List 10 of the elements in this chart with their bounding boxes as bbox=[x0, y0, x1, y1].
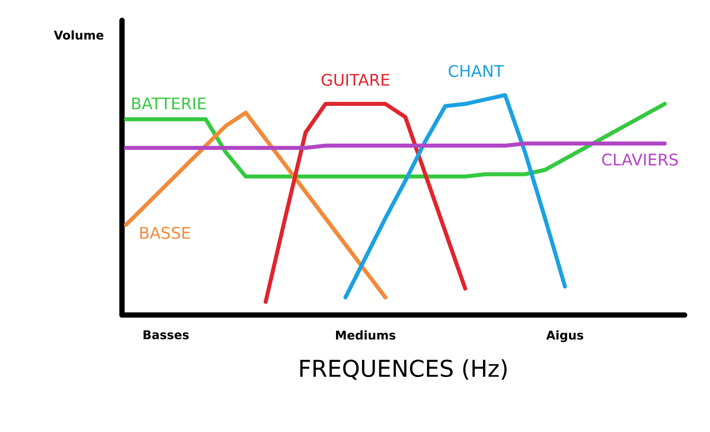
series-label: GUITARE bbox=[322, 74, 390, 86]
series-label: BASSE bbox=[140, 226, 190, 239]
x-tick-label: Basses bbox=[144, 330, 189, 340]
series-label: CHANT bbox=[448, 64, 504, 78]
x-tick-label: Aigus bbox=[546, 330, 584, 342]
series-label: BATTERIE bbox=[132, 98, 206, 110]
series-label: CLAVIERS bbox=[602, 154, 678, 166]
y-axis-title: Volume bbox=[54, 30, 104, 40]
x-tick-label: Mediums bbox=[336, 330, 396, 340]
x-axis-title: FREQUENCES (Hz) bbox=[300, 359, 507, 380]
